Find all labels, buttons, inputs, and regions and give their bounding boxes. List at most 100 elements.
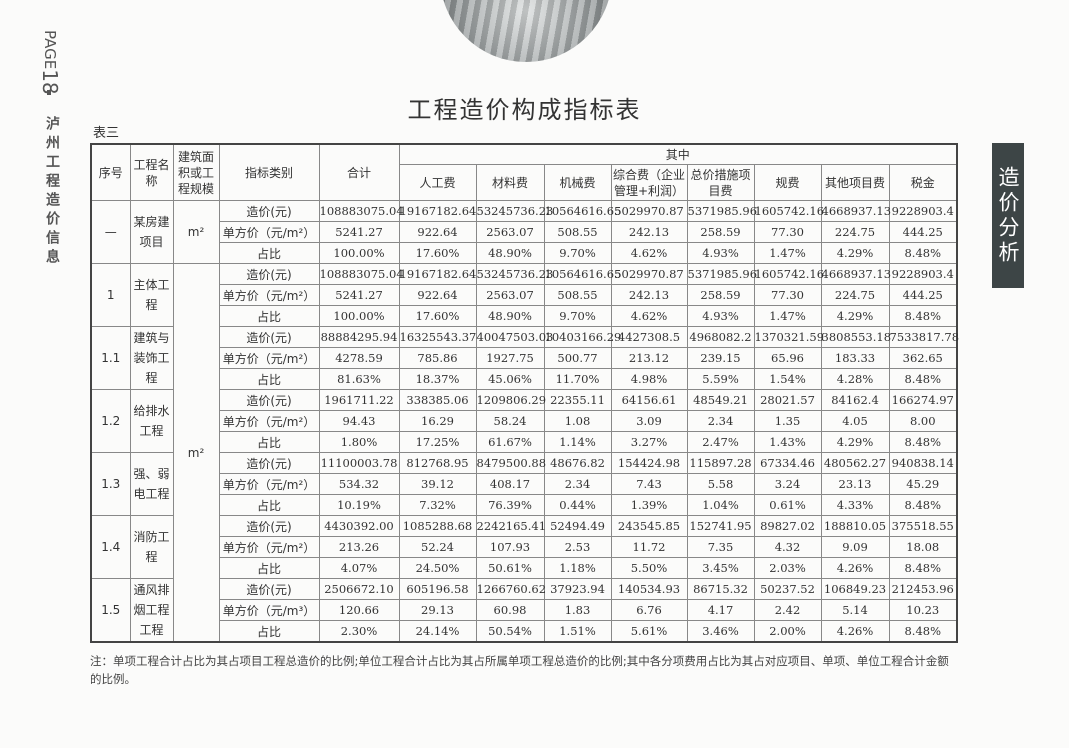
table-row: 单方价（元/m²） 4278.59 785.86 1927.75 500.77 213.1… — [91, 347, 958, 369]
header-seq: 序号 — [90, 143, 131, 201]
header-sub: 总价措施项目费 — [686, 164, 755, 201]
header-sub: 税金 — [888, 164, 958, 201]
row-kind: 单方价（元/m²） — [218, 473, 320, 495]
row-seq: 1.4 — [90, 515, 131, 579]
cell-value: 5371985.96 — [686, 263, 757, 285]
cell-value: 3808553.18 — [820, 326, 891, 348]
cell-value: 4.33% — [820, 494, 890, 516]
cell-value: 224.75 — [820, 284, 890, 306]
cell-value: 8.48% — [888, 431, 958, 453]
cell-value: 922.64 — [398, 221, 477, 243]
cell-total: 1.80% — [318, 431, 400, 453]
row-kind: 造价(元) — [218, 578, 320, 600]
row-kind: 单方价（元/m²） — [218, 347, 320, 369]
row-seq: — — [90, 200, 131, 264]
cell-value: 922.64 — [398, 284, 477, 306]
cell-value: 5.61% — [610, 620, 688, 643]
cell-value: 45.29 — [888, 473, 958, 495]
cell-value: 243545.85 — [610, 515, 688, 537]
cell-value: 4.05 — [820, 410, 890, 432]
cell-value: 258.59 — [686, 221, 755, 243]
cell-value: 5371985.96 — [686, 200, 757, 222]
cell-value: 1209806.29 — [475, 389, 546, 411]
table-row: 占比 2.30% 24.14% 50.54% 1.51% 5.61% 3.46% 2.00% 4… — [91, 620, 958, 643]
cell-value: 6.76 — [610, 599, 688, 621]
table-row: 占比 10.19% 7.32% 76.39% 0.44% 1.39% 1.04% 0.61% 4… — [91, 494, 958, 516]
cell-value: 812768.95 — [398, 452, 477, 474]
cell-value: 16325543.37 — [398, 326, 477, 348]
row-kind: 单方价（元/m²） — [218, 221, 320, 243]
table-row: 单方价（元/m²） 5241.27 922.64 2563.07 508.55 242.1… — [91, 284, 958, 306]
cell-value: 3.09 — [610, 410, 688, 432]
cell-value: 154424.98 — [610, 452, 688, 474]
row-area: m² — [172, 200, 220, 264]
cell-value: 0.44% — [543, 494, 612, 516]
row-area: m² — [172, 263, 220, 643]
cell-value: 785.86 — [398, 347, 477, 369]
row-seq: 1.1 — [90, 326, 131, 390]
table-row: 占比 4.07% 24.50% 50.61% 1.18% 5.50% 3.45% 2.03% 4… — [91, 557, 958, 579]
table-row: 1.2 给排水工程 造价(元) 1961711.22 338385.06 1209806.… — [90, 389, 958, 453]
cell-value: 16.29 — [398, 410, 477, 432]
row-kind: 造价(元) — [218, 452, 320, 474]
page-title: 工程造价构成指标表 — [0, 90, 1069, 125]
cell-total: 88884295.94 — [318, 326, 400, 348]
cell-value: 5.14 — [820, 599, 890, 621]
cell-value: 4.93% — [686, 242, 755, 264]
cell-value: 444.25 — [888, 284, 958, 306]
cell-value: 53245736.23 — [475, 200, 553, 222]
cost-index-table: 序号 工程名称 建筑面积或工程规模 指标类别 合计 其中 人工费 材料费 机械费 综合… — [90, 143, 959, 643]
page-number: PAGE18 — [38, 30, 62, 95]
cell-value: 10.23 — [888, 599, 958, 621]
row-kind: 占比 — [218, 431, 320, 453]
row-kind: 占比 — [218, 305, 320, 327]
header-group: 其中 — [398, 143, 958, 165]
cell-value: 480562.27 — [820, 452, 890, 474]
cell-value: 9.09 — [820, 536, 890, 558]
cell-total: 100.00% — [318, 305, 400, 327]
table-row: 1.3 强、弱电工程 造价(元) 11100003.78 812768.95 847950… — [90, 452, 958, 516]
cell-value: 1.04% — [686, 494, 755, 516]
row-project-name: 消防工程 — [129, 515, 174, 579]
row-seq: 1.2 — [90, 389, 131, 453]
cell-value: 9228903.4 — [888, 263, 958, 285]
table-row: 1.1 建筑与装饰工程 造价(元) 88884295.94 16325543.37 400… — [90, 326, 959, 390]
cell-value: 5.50% — [610, 557, 688, 579]
cell-value: 8.48% — [888, 368, 958, 390]
cell-value: 152741.95 — [686, 515, 755, 537]
section-tab: 造价分析 — [992, 143, 1024, 288]
cell-value: 53245736.23 — [475, 263, 553, 285]
header-sub: 规费 — [753, 164, 822, 201]
title-text: 工程造价构成指标表 — [407, 96, 642, 124]
cell-value: 212453.96 — [888, 578, 958, 600]
cell-value: 17.60% — [398, 242, 477, 264]
cell-value: 45.06% — [475, 368, 545, 390]
cell-value: 338385.06 — [398, 389, 477, 411]
cell-value: 5.59% — [686, 368, 755, 390]
row-seq: 1.5 — [90, 578, 131, 643]
cell-value: 1370321.59 — [753, 326, 824, 348]
cell-value: 375518.55 — [888, 515, 958, 537]
row-kind: 占比 — [218, 242, 320, 264]
cell-value: 4.62% — [610, 305, 688, 327]
table-row: 单方价（元/m²） 94.43 16.29 58.24 1.08 3.09 2.34 1.35… — [91, 410, 958, 432]
header-sub: 机械费 — [543, 164, 612, 201]
cell-total: 4278.59 — [318, 347, 400, 369]
cell-value: 1.83 — [543, 599, 612, 621]
header-sub: 综合费（企业管理+利润） — [610, 164, 688, 201]
cell-value: 4668937.13 — [820, 200, 891, 222]
row-kind: 单方价（元/m²） — [218, 536, 320, 558]
row-kind: 造价(元) — [218, 515, 320, 537]
cell-value: 3.27% — [610, 431, 688, 453]
cell-value: 2563.07 — [475, 284, 545, 306]
cell-value: 2242165.41 — [475, 515, 546, 537]
cell-value: 107.93 — [475, 536, 545, 558]
cell-value: 1.47% — [753, 242, 822, 264]
cell-value: 4.29% — [820, 431, 890, 453]
cell-value: 37923.94 — [543, 578, 612, 600]
cell-value: 60.98 — [475, 599, 545, 621]
cell-value: 10403166.29 — [543, 326, 621, 348]
table-row: 1.5 通风排烟工程工程 造价(元) 2506672.10 605196.58 12667… — [90, 578, 958, 643]
cell-value: 9.70% — [543, 305, 612, 327]
table-row: 1.4 消防工程 造价(元) 4430392.00 1085288.68 2242165.… — [90, 515, 958, 579]
